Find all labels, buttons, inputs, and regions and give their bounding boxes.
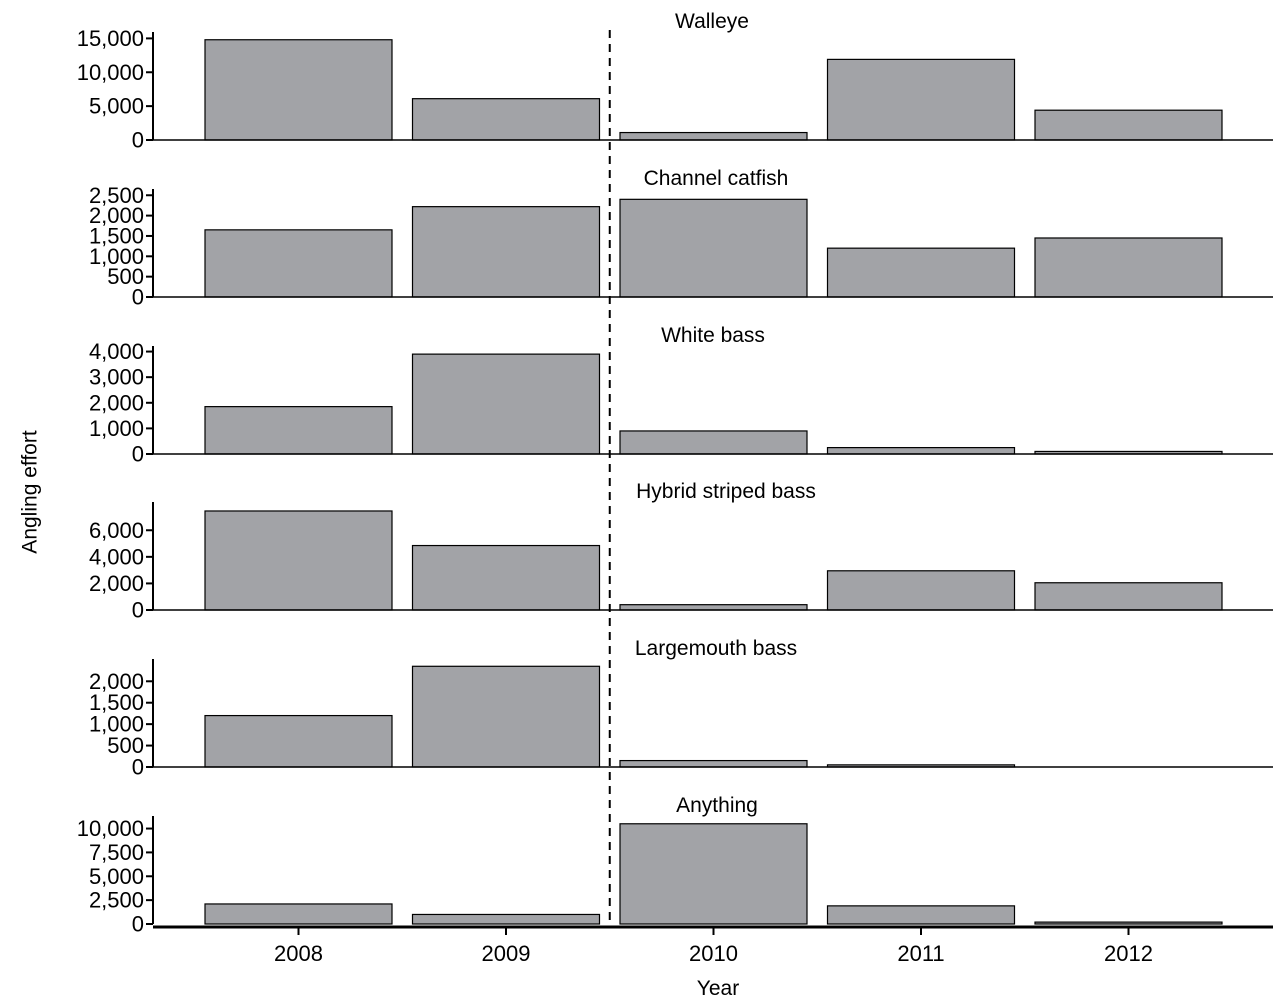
y-tick-label: 1,500 xyxy=(89,690,144,715)
bar xyxy=(1034,921,1223,925)
y-tick-label: 1,000 xyxy=(89,244,144,269)
y-tick-label: 0 xyxy=(132,285,144,310)
y-tick-label: 2,500 xyxy=(89,888,144,913)
y-tick-label: 2,000 xyxy=(89,203,144,228)
y-tick-label: 0 xyxy=(132,598,144,623)
y-tick-label: 10,000 xyxy=(77,60,144,85)
bar xyxy=(411,913,601,925)
panel-title: Channel catfish xyxy=(644,167,789,190)
y-tick-label: 0 xyxy=(132,442,144,467)
y-tick-label: 2,500 xyxy=(89,183,144,208)
bar xyxy=(1034,582,1223,611)
y-tick-label: 1,000 xyxy=(89,712,144,737)
bar xyxy=(411,353,601,455)
y-tick-label: 2,000 xyxy=(89,390,144,415)
y-axis-label: Angling effort xyxy=(19,430,42,554)
y-tick-label: 15,000 xyxy=(77,26,144,51)
bar xyxy=(619,759,808,768)
y-tick-label: 6,000 xyxy=(89,518,144,543)
panel-title: Largemouth bass xyxy=(635,637,797,660)
y-tick-label: 4,000 xyxy=(89,544,144,569)
y-tick-label: 1,000 xyxy=(89,416,144,441)
bar xyxy=(826,905,1016,925)
bar xyxy=(204,406,393,455)
bar xyxy=(204,714,393,768)
panel-title: Walleye xyxy=(675,10,749,33)
bar xyxy=(411,665,601,768)
panel-1: Walleye 0 5,000 10,000 15,000 xyxy=(77,10,1273,153)
bar xyxy=(826,58,1016,141)
y-tick-label: 0 xyxy=(132,755,144,780)
bar xyxy=(204,229,393,298)
panel-title: Hybrid striped bass xyxy=(636,480,816,503)
x-tick-label: 2012 xyxy=(1104,941,1153,966)
bar xyxy=(204,903,393,925)
x-axis-ticks: 2008 2009 2010 2011 2012 xyxy=(274,927,1153,966)
panel-title: Anything xyxy=(676,794,758,817)
y-tick-label: 3,000 xyxy=(89,365,144,390)
y-tick-label: 0 xyxy=(132,128,144,153)
y-tick-label: 10,000 xyxy=(77,816,144,841)
y-tick-label: 2,000 xyxy=(89,669,144,694)
y-tick-label: 5,000 xyxy=(89,864,144,889)
x-tick-label: 2010 xyxy=(689,941,738,966)
x-tick-label: 2009 xyxy=(482,941,531,966)
panel-title: White bass xyxy=(661,324,765,347)
bar xyxy=(1034,237,1223,298)
x-tick-label: 2008 xyxy=(274,941,323,966)
bar xyxy=(411,544,601,611)
y-tick-label: 7,500 xyxy=(89,840,144,865)
y-tick-label: 500 xyxy=(107,264,144,289)
chart-panels: Walleye 0 5,000 10,000 15,000 Channel catfish… xyxy=(77,10,1273,937)
y-tick-label: 2,000 xyxy=(89,571,144,596)
y-tick-label: 1,500 xyxy=(89,223,144,248)
x-tick-label: 2011 xyxy=(897,941,944,966)
bar xyxy=(204,39,393,141)
y-tick-label: 5,000 xyxy=(89,94,144,119)
bar xyxy=(411,98,601,141)
bar xyxy=(826,570,1016,611)
bar xyxy=(826,446,1016,455)
bar xyxy=(619,604,808,611)
bar xyxy=(204,510,393,611)
bar xyxy=(619,823,808,925)
y-tick-label: 500 xyxy=(107,733,144,758)
bar xyxy=(1034,109,1223,141)
y-tick-label: 0 xyxy=(132,912,144,937)
bar xyxy=(619,131,808,141)
bar xyxy=(619,430,808,455)
y-tick-label: 4,000 xyxy=(89,339,144,364)
bar xyxy=(619,198,808,298)
x-axis-label: Year xyxy=(697,977,739,999)
bar xyxy=(826,247,1016,298)
bar xyxy=(411,206,601,298)
